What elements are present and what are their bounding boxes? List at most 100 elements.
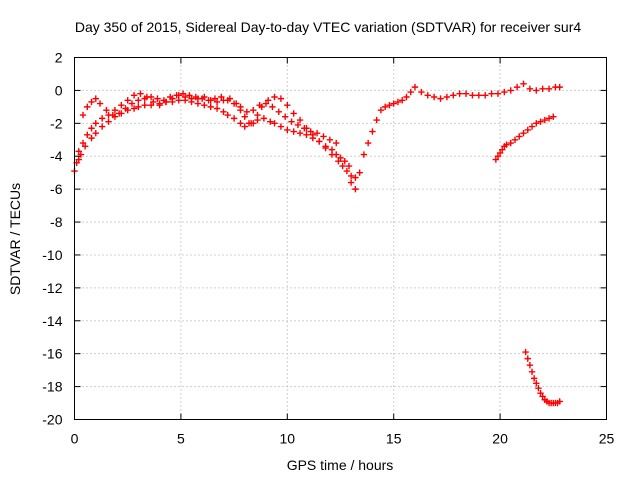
x-tick-labels: 0 5 10 15 20 25 [71,431,615,447]
data-point [294,121,302,129]
x-tick-label: 5 [177,431,185,447]
data-point [213,98,221,106]
data-point [307,128,314,135]
data-point [147,93,155,101]
data-point [369,128,376,135]
data-point [556,398,563,405]
data-point [88,125,95,132]
data-point [92,95,99,102]
data-point [284,126,291,134]
x-tick-label: 15 [386,431,402,447]
data-point [394,98,402,106]
data-point [424,92,431,99]
data-point [528,123,536,130]
y-axis-label: SDTVAR / TECUs [7,183,23,295]
data-point [218,93,225,101]
data-point [109,111,117,119]
data-point [230,100,238,107]
data-point [533,380,540,387]
data-point [213,105,221,112]
data-point [533,87,540,94]
y-tick-label: -4 [50,148,63,164]
data-point [281,113,289,120]
data-point [556,83,563,91]
data-point [137,90,144,97]
series-track-e [492,113,557,163]
y-tick-label: 2 [55,50,63,66]
data-point [288,118,295,125]
data-point [313,129,321,137]
data-point [381,103,389,111]
y-tick-label: -16 [42,346,62,362]
data-point [496,149,504,157]
data-point [539,393,546,400]
data-point [167,93,174,101]
data-point [494,90,502,97]
data-point [179,90,187,97]
y-tick-label: -10 [42,247,62,263]
data-point [322,144,329,152]
data-point [516,133,523,140]
data-point [501,88,508,96]
data-point [111,106,119,114]
grid-lines [74,57,607,420]
data-point [526,85,534,92]
data-point [373,116,380,124]
data-point [320,133,327,140]
y-tick-label: -2 [50,115,63,131]
data-point [290,128,297,135]
data-point [277,95,285,102]
data-point [173,92,180,99]
data-point [237,103,244,111]
data-point [462,90,470,97]
data-point [250,106,257,114]
data-point [343,167,351,175]
series-track-d [347,80,563,193]
data-point [147,102,155,109]
data-point [88,98,95,106]
data-point [98,115,106,122]
data-point [128,100,136,107]
data-point [96,100,104,107]
data-point [301,125,308,132]
y-tick-label: -14 [42,313,62,329]
data-point [130,92,138,99]
data-point [262,100,270,107]
y-tick-labels: 2 0 -2 -4 -6 -8 -10 -12 -14 -16 -18 -20 [42,50,62,428]
data-point [150,98,157,106]
data-point [103,106,110,114]
data-point [122,105,129,112]
data-point [513,83,521,91]
y-tick-label: -8 [50,214,63,230]
data-point [79,139,87,147]
data-point [81,143,89,150]
data-point [256,102,263,109]
data-point [309,131,317,139]
x-tick-label: 0 [71,431,79,447]
data-point [541,116,548,124]
data-point [92,120,99,127]
x-axis-label: GPS time / hours [287,457,394,473]
data-point [296,129,304,137]
data-point [192,93,199,101]
data-point [418,88,425,96]
data-point [352,174,359,181]
data-point [475,92,483,99]
data-point [224,111,231,119]
data-point [211,95,219,102]
data-point [386,102,393,109]
data-point [205,97,212,104]
data-point [269,103,276,111]
data-point [522,348,529,356]
data-point [296,116,304,124]
data-point [271,93,278,101]
data-point [284,102,291,109]
y-tick-label: -20 [42,412,62,428]
data-point [277,123,285,130]
data-point [524,355,531,362]
data-point [115,110,123,117]
data-point [482,92,489,99]
data-point [539,85,546,92]
data-point [492,156,500,163]
